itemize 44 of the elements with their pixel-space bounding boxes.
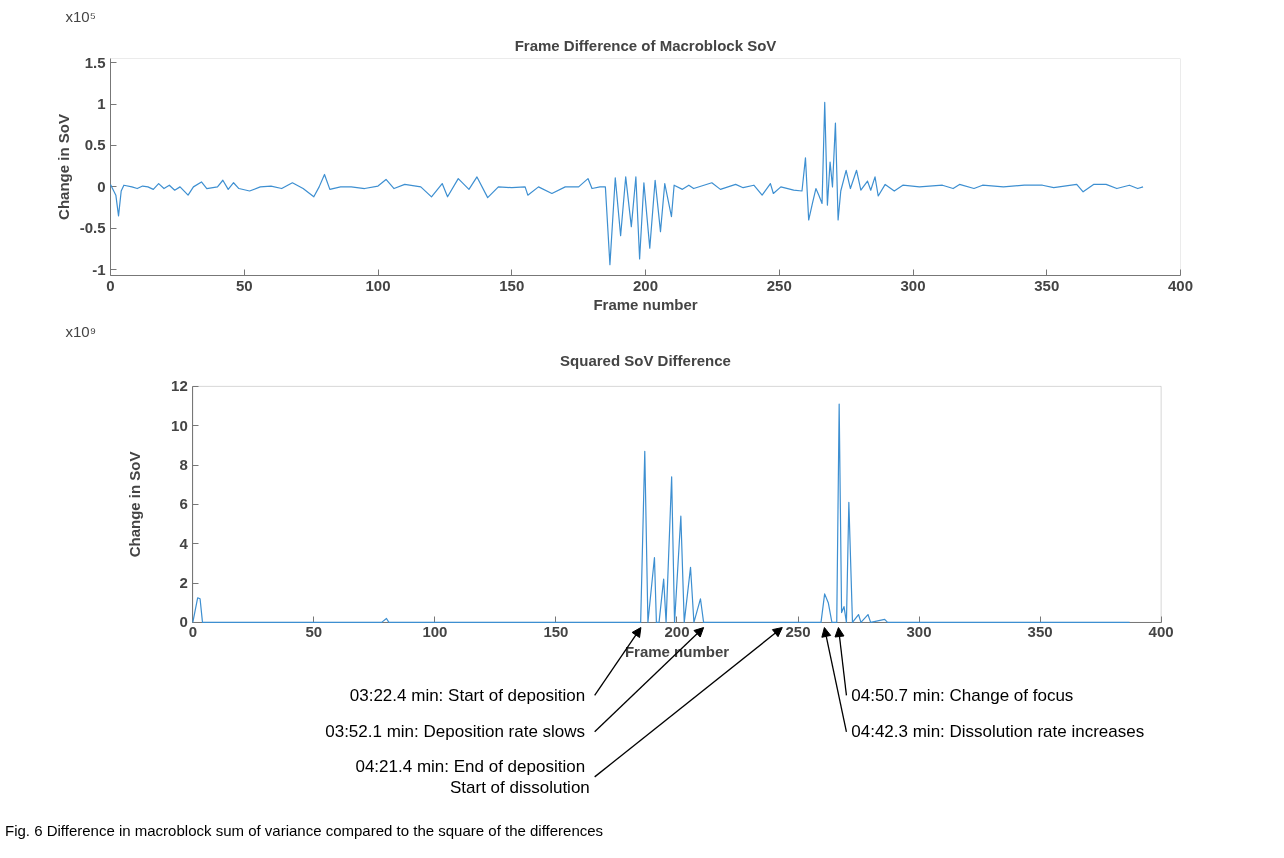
- annotation: 04:42.3 min: Dissolution rate increases: [851, 722, 1145, 742]
- line-series: [109, 101, 1144, 266]
- x-tick-label: 150: [543, 623, 569, 641]
- y-tick-label: 1: [97, 95, 106, 113]
- y-tick-label: 8: [179, 456, 188, 474]
- x-tick-label: 300: [906, 623, 932, 641]
- x-tick-label: 300: [900, 276, 926, 294]
- text: x10⁵: [65, 7, 96, 25]
- x-tick-label: 200: [632, 276, 659, 294]
- x-tick-label: 50: [235, 276, 253, 294]
- annotation: 03:22.4 min: Start of deposition: [349, 685, 586, 705]
- x-axis-title: Frame number: [624, 642, 730, 660]
- x-axis-title: Frame number: [593, 295, 698, 313]
- y-tick-label: 0: [97, 177, 106, 195]
- y-tick-label: 0.5: [84, 136, 106, 154]
- y-tick-label: 4: [179, 534, 189, 552]
- y-tick-label: 1.5: [84, 53, 106, 71]
- x-tick-label: 350: [1027, 623, 1053, 641]
- x-tick-label: 100: [422, 623, 448, 641]
- line-series: [192, 403, 1131, 623]
- y-tick-label: -0.5: [79, 219, 106, 237]
- x-tick-label: 150: [499, 276, 525, 294]
- x-tick-label: 200: [664, 623, 690, 641]
- y-tick-label: 6: [179, 495, 188, 513]
- annotation: 04:21.4 min: End of deposition Start of dissolution: [355, 756, 590, 797]
- chart-title: Frame Difference of Macroblock SoV: [514, 36, 777, 54]
- y-tick-label: -1: [92, 260, 106, 278]
- y-axis-title: Change in SoV: [54, 114, 72, 220]
- x-tick-label: 400: [1167, 276, 1194, 294]
- x-tick-label: 250: [766, 276, 792, 294]
- y-tick-label: 2: [179, 574, 188, 592]
- x-tick-label: 250: [785, 623, 811, 641]
- x-tick-label: 400: [1148, 623, 1174, 641]
- annotation: 03:52.1 min: Deposition rate slows: [325, 722, 586, 742]
- x-tick-label: 100: [365, 276, 391, 294]
- annotation: 04:50.7 min: Change of focus: [851, 685, 1074, 705]
- x-tick-label: 50: [305, 623, 323, 641]
- x-tick-label: 350: [1034, 276, 1060, 294]
- y-tick-label: 12: [171, 377, 188, 395]
- chart-title: Squared SoV Difference: [560, 351, 731, 369]
- y-axis-title: Change in SoV: [126, 451, 144, 558]
- y-tick-label: 10: [171, 416, 188, 434]
- caption: Fig. 6 Difference in macroblock sum of variance compared to the square of the differences: [5, 822, 604, 839]
- text: x10⁹: [65, 322, 97, 340]
